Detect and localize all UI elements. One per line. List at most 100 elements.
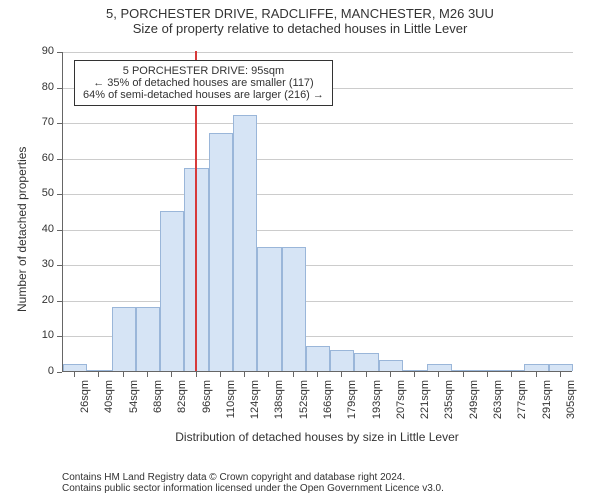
grid-line <box>63 265 573 266</box>
x-tick-label: 305sqm <box>565 380 577 430</box>
x-tick-label: 263sqm <box>492 380 504 430</box>
x-tick-label: 138sqm <box>273 380 285 430</box>
y-axis-label: Number of detached properties <box>15 112 29 312</box>
title-line-2: Size of property relative to detached ho… <box>0 21 600 36</box>
x-tick-label: 54sqm <box>128 380 140 430</box>
histogram-bar <box>136 307 160 371</box>
histogram-bar <box>257 247 281 371</box>
grid-line <box>63 194 573 195</box>
grid-line <box>63 159 573 160</box>
x-tick <box>536 372 537 377</box>
x-tick <box>317 372 318 377</box>
x-axis-label: Distribution of detached houses by size … <box>62 430 572 444</box>
y-tick <box>57 372 62 373</box>
x-tick <box>438 372 439 377</box>
histogram-bar <box>379 360 403 371</box>
x-tick <box>74 372 75 377</box>
x-tick-label: 166sqm <box>322 380 334 430</box>
x-tick <box>220 372 221 377</box>
grid-line <box>63 230 573 231</box>
histogram-bar <box>354 353 378 371</box>
y-tick-label: 60 <box>32 152 54 164</box>
x-tick-label: 152sqm <box>298 380 310 430</box>
histogram-bar <box>549 364 573 371</box>
x-tick <box>244 372 245 377</box>
x-tick <box>98 372 99 377</box>
histogram-bar <box>306 346 330 371</box>
x-tick-label: 82sqm <box>176 380 188 430</box>
title-line-1: 5, PORCHESTER DRIVE, RADCLIFFE, MANCHEST… <box>0 6 600 21</box>
y-tick <box>57 194 62 195</box>
x-tick-label: 68sqm <box>152 380 164 430</box>
y-tick <box>57 123 62 124</box>
histogram-bar <box>452 370 476 371</box>
x-tick-label: 249sqm <box>468 380 480 430</box>
chart-title: 5, PORCHESTER DRIVE, RADCLIFFE, MANCHEST… <box>0 6 600 36</box>
x-tick <box>171 372 172 377</box>
histogram-bar <box>112 307 136 371</box>
x-tick <box>341 372 342 377</box>
x-tick <box>487 372 488 377</box>
histogram-bar <box>160 211 184 371</box>
y-tick-label: 40 <box>32 223 54 235</box>
histogram-bar <box>233 115 257 371</box>
histogram-bar <box>209 133 233 371</box>
x-tick <box>196 372 197 377</box>
histogram-bar <box>63 364 87 371</box>
y-tick-label: 70 <box>32 116 54 128</box>
annotation-box: 5 PORCHESTER DRIVE: 95sqm ← 35% of detac… <box>74 60 333 106</box>
footer-line-1: Contains HM Land Registry data © Crown c… <box>62 472 444 483</box>
x-tick <box>463 372 464 377</box>
x-tick <box>511 372 512 377</box>
histogram-bar <box>476 370 500 371</box>
footer: Contains HM Land Registry data © Crown c… <box>62 472 444 494</box>
histogram-bar <box>282 247 306 371</box>
y-tick-label: 80 <box>32 81 54 93</box>
histogram-bar <box>403 370 427 371</box>
x-tick-label: 235sqm <box>443 380 455 430</box>
x-tick <box>560 372 561 377</box>
histogram-bar <box>500 370 524 371</box>
y-tick <box>57 52 62 53</box>
x-tick-label: 277sqm <box>516 380 528 430</box>
annotation-line-2: ← 35% of detached houses are smaller (11… <box>83 77 324 89</box>
x-tick-label: 40sqm <box>103 380 115 430</box>
x-tick <box>268 372 269 377</box>
y-tick-label: 30 <box>32 258 54 270</box>
y-tick-label: 20 <box>32 294 54 306</box>
y-tick-label: 50 <box>32 187 54 199</box>
y-tick <box>57 159 62 160</box>
x-tick-label: 26sqm <box>79 380 91 430</box>
y-tick <box>57 88 62 89</box>
x-tick-label: 110sqm <box>225 380 237 430</box>
y-tick <box>57 265 62 266</box>
x-tick-label: 207sqm <box>395 380 407 430</box>
x-tick-label: 96sqm <box>201 380 213 430</box>
x-tick-label: 221sqm <box>419 380 431 430</box>
x-tick-label: 179sqm <box>346 380 358 430</box>
grid-line <box>63 52 573 53</box>
x-tick <box>366 372 367 377</box>
x-tick-label: 291sqm <box>541 380 553 430</box>
annotation-line-1: 5 PORCHESTER DRIVE: 95sqm <box>83 65 324 77</box>
histogram-bar <box>427 364 451 371</box>
histogram-bar <box>330 350 354 371</box>
grid-line <box>63 123 573 124</box>
grid-line <box>63 301 573 302</box>
annotation-line-3: 64% of semi-detached houses are larger (… <box>83 89 324 101</box>
x-tick-label: 193sqm <box>371 380 383 430</box>
y-tick-label: 10 <box>32 329 54 341</box>
y-tick <box>57 230 62 231</box>
x-tick <box>414 372 415 377</box>
histogram-bar <box>87 370 111 371</box>
footer-line-2: Contains public sector information licen… <box>62 483 444 494</box>
x-tick <box>390 372 391 377</box>
y-tick-label: 90 <box>32 45 54 57</box>
y-tick-label: 0 <box>32 365 54 377</box>
y-tick <box>57 336 62 337</box>
x-tick <box>293 372 294 377</box>
x-tick <box>123 372 124 377</box>
x-tick-label: 124sqm <box>249 380 261 430</box>
x-tick <box>147 372 148 377</box>
histogram-bar <box>524 364 548 371</box>
